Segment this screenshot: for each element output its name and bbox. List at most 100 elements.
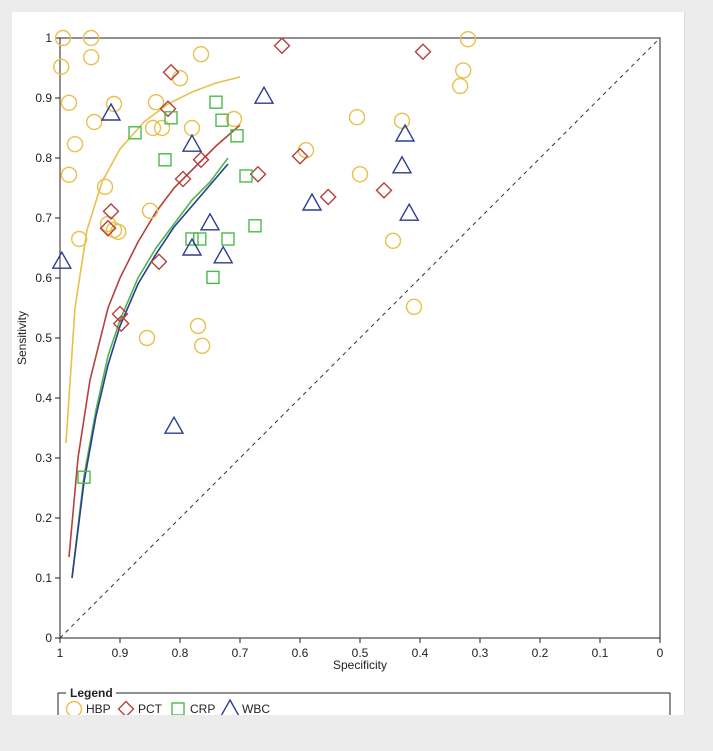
hbp-point <box>82 49 100 66</box>
sroc-chart: 1 0.9 0.8 0.7 0.6 0.5 0.4 0.3 0.2 0.1 0 0 0.1 0.2 0.3… <box>15 29 671 715</box>
y-tick-label: 0.3 <box>35 451 52 465</box>
legend-label: WBC <box>242 702 270 715</box>
crp-point <box>215 113 229 127</box>
y-tick-label: 0.1 <box>35 571 52 585</box>
wbc-point <box>181 133 203 152</box>
crp-point <box>158 153 172 167</box>
x-tick-label: 0.1 <box>592 646 609 660</box>
hbp-point <box>189 317 207 335</box>
x-tick-label: 0.4 <box>412 646 429 660</box>
pct-point <box>102 202 120 220</box>
pct-point <box>112 315 130 333</box>
crp-point <box>77 470 91 484</box>
hbp-point <box>225 110 243 128</box>
hbp-point <box>153 119 171 137</box>
wbc-point <box>394 123 416 142</box>
sroc-curves <box>65 76 241 579</box>
crp-legend-icon <box>171 702 185 715</box>
pct-point <box>273 37 291 55</box>
y-tick-label: 0.9 <box>35 91 52 105</box>
y-tick-label: 0.4 <box>35 391 52 405</box>
y-tick-label: 0.6 <box>35 271 52 285</box>
curve-hbp <box>65 76 241 444</box>
legend-item-pct: PCT <box>117 700 163 715</box>
x-axis-title: Specificity <box>333 658 387 672</box>
y-tick-label: 0.5 <box>35 331 52 345</box>
wbc-point <box>301 192 323 211</box>
y-axis: 0 0.1 0.2 0.3 0.4 0.5 0.6 0.7 0.8 0.9 1 <box>35 31 60 645</box>
legend: Legend HBP PCT CRP WBC <box>57 686 671 715</box>
pct-point <box>111 305 129 323</box>
crp-point <box>221 232 235 246</box>
wbc-point <box>199 212 221 231</box>
hbp-point <box>459 31 477 48</box>
wbc-point <box>253 85 275 104</box>
hbp-point <box>60 166 78 184</box>
x-tick-label: 0.9 <box>112 646 129 660</box>
hbp-point <box>384 232 402 250</box>
legend-label: CRP <box>190 702 215 715</box>
x-tick-label: 1 <box>57 646 64 660</box>
hbp-legend-icon <box>65 700 83 715</box>
curve-crp <box>71 157 229 579</box>
hbp-point <box>53 58 70 75</box>
pct-point <box>159 100 177 118</box>
hbp-point <box>452 77 469 95</box>
hbp-point <box>96 178 114 196</box>
chart-panel: 1 0.9 0.8 0.7 0.6 0.5 0.4 0.3 0.2 0.1 0 0 0.1 0.2 0.3… <box>12 12 685 715</box>
wbc-legend-icon <box>220 698 240 715</box>
pct-point <box>249 165 267 183</box>
hbp-point <box>105 95 123 113</box>
legend-title-background <box>66 687 116 697</box>
legend-item-hbp: HBP <box>65 700 111 715</box>
y-tick-label: 0.8 <box>35 151 52 165</box>
hbp-point <box>54 29 72 47</box>
hbp-point <box>192 46 210 63</box>
pct-point <box>162 63 180 81</box>
legend-title: Legend <box>70 686 113 700</box>
pct-point <box>319 188 337 206</box>
wbc-point <box>100 102 122 121</box>
series-hbp <box>53 29 477 354</box>
hbp-point <box>99 215 117 233</box>
crp-point <box>209 95 223 109</box>
legend-label: PCT <box>138 702 163 715</box>
pct-point <box>414 43 432 61</box>
hbp-point <box>60 94 78 112</box>
hbp-point <box>193 337 211 354</box>
crp-point <box>230 129 244 143</box>
hbp-point <box>171 69 189 87</box>
data-points <box>51 29 477 484</box>
hbp-point <box>141 202 159 220</box>
x-axis: 1 0.9 0.8 0.7 0.6 0.5 0.4 0.3 0.2 0.1 0 <box>57 638 664 660</box>
wbc-point <box>181 237 203 256</box>
crp-point <box>164 111 178 125</box>
x-tick-label: 0.3 <box>472 646 489 660</box>
wbc-point <box>163 415 185 434</box>
hbp-point <box>138 329 156 347</box>
y-axis-title: Sensitivity <box>15 311 29 365</box>
hbp-point <box>183 119 201 137</box>
pct-legend-icon <box>117 700 135 715</box>
hbp-point <box>348 108 366 126</box>
wbc-point <box>391 155 413 174</box>
crp-point <box>239 169 253 183</box>
y-tick-label: 1 <box>45 31 52 45</box>
y-tick-label: 0.7 <box>35 211 52 225</box>
pct-point <box>192 151 210 169</box>
wbc-point <box>399 202 420 221</box>
wbc-point <box>51 250 72 269</box>
legend-items: HBP PCT CRP WBC <box>65 698 270 715</box>
crp-point <box>193 232 207 246</box>
pct-point <box>174 170 192 188</box>
hbp-point <box>70 230 88 248</box>
hbp-point <box>351 165 369 183</box>
hbp-point <box>405 298 423 315</box>
curve-pct <box>68 124 241 558</box>
crp-point <box>206 270 220 285</box>
crp-point <box>185 232 199 246</box>
pct-point <box>99 219 117 237</box>
legend-label: HBP <box>86 702 111 715</box>
series-pct <box>99 37 432 333</box>
series-wbc <box>51 85 420 434</box>
